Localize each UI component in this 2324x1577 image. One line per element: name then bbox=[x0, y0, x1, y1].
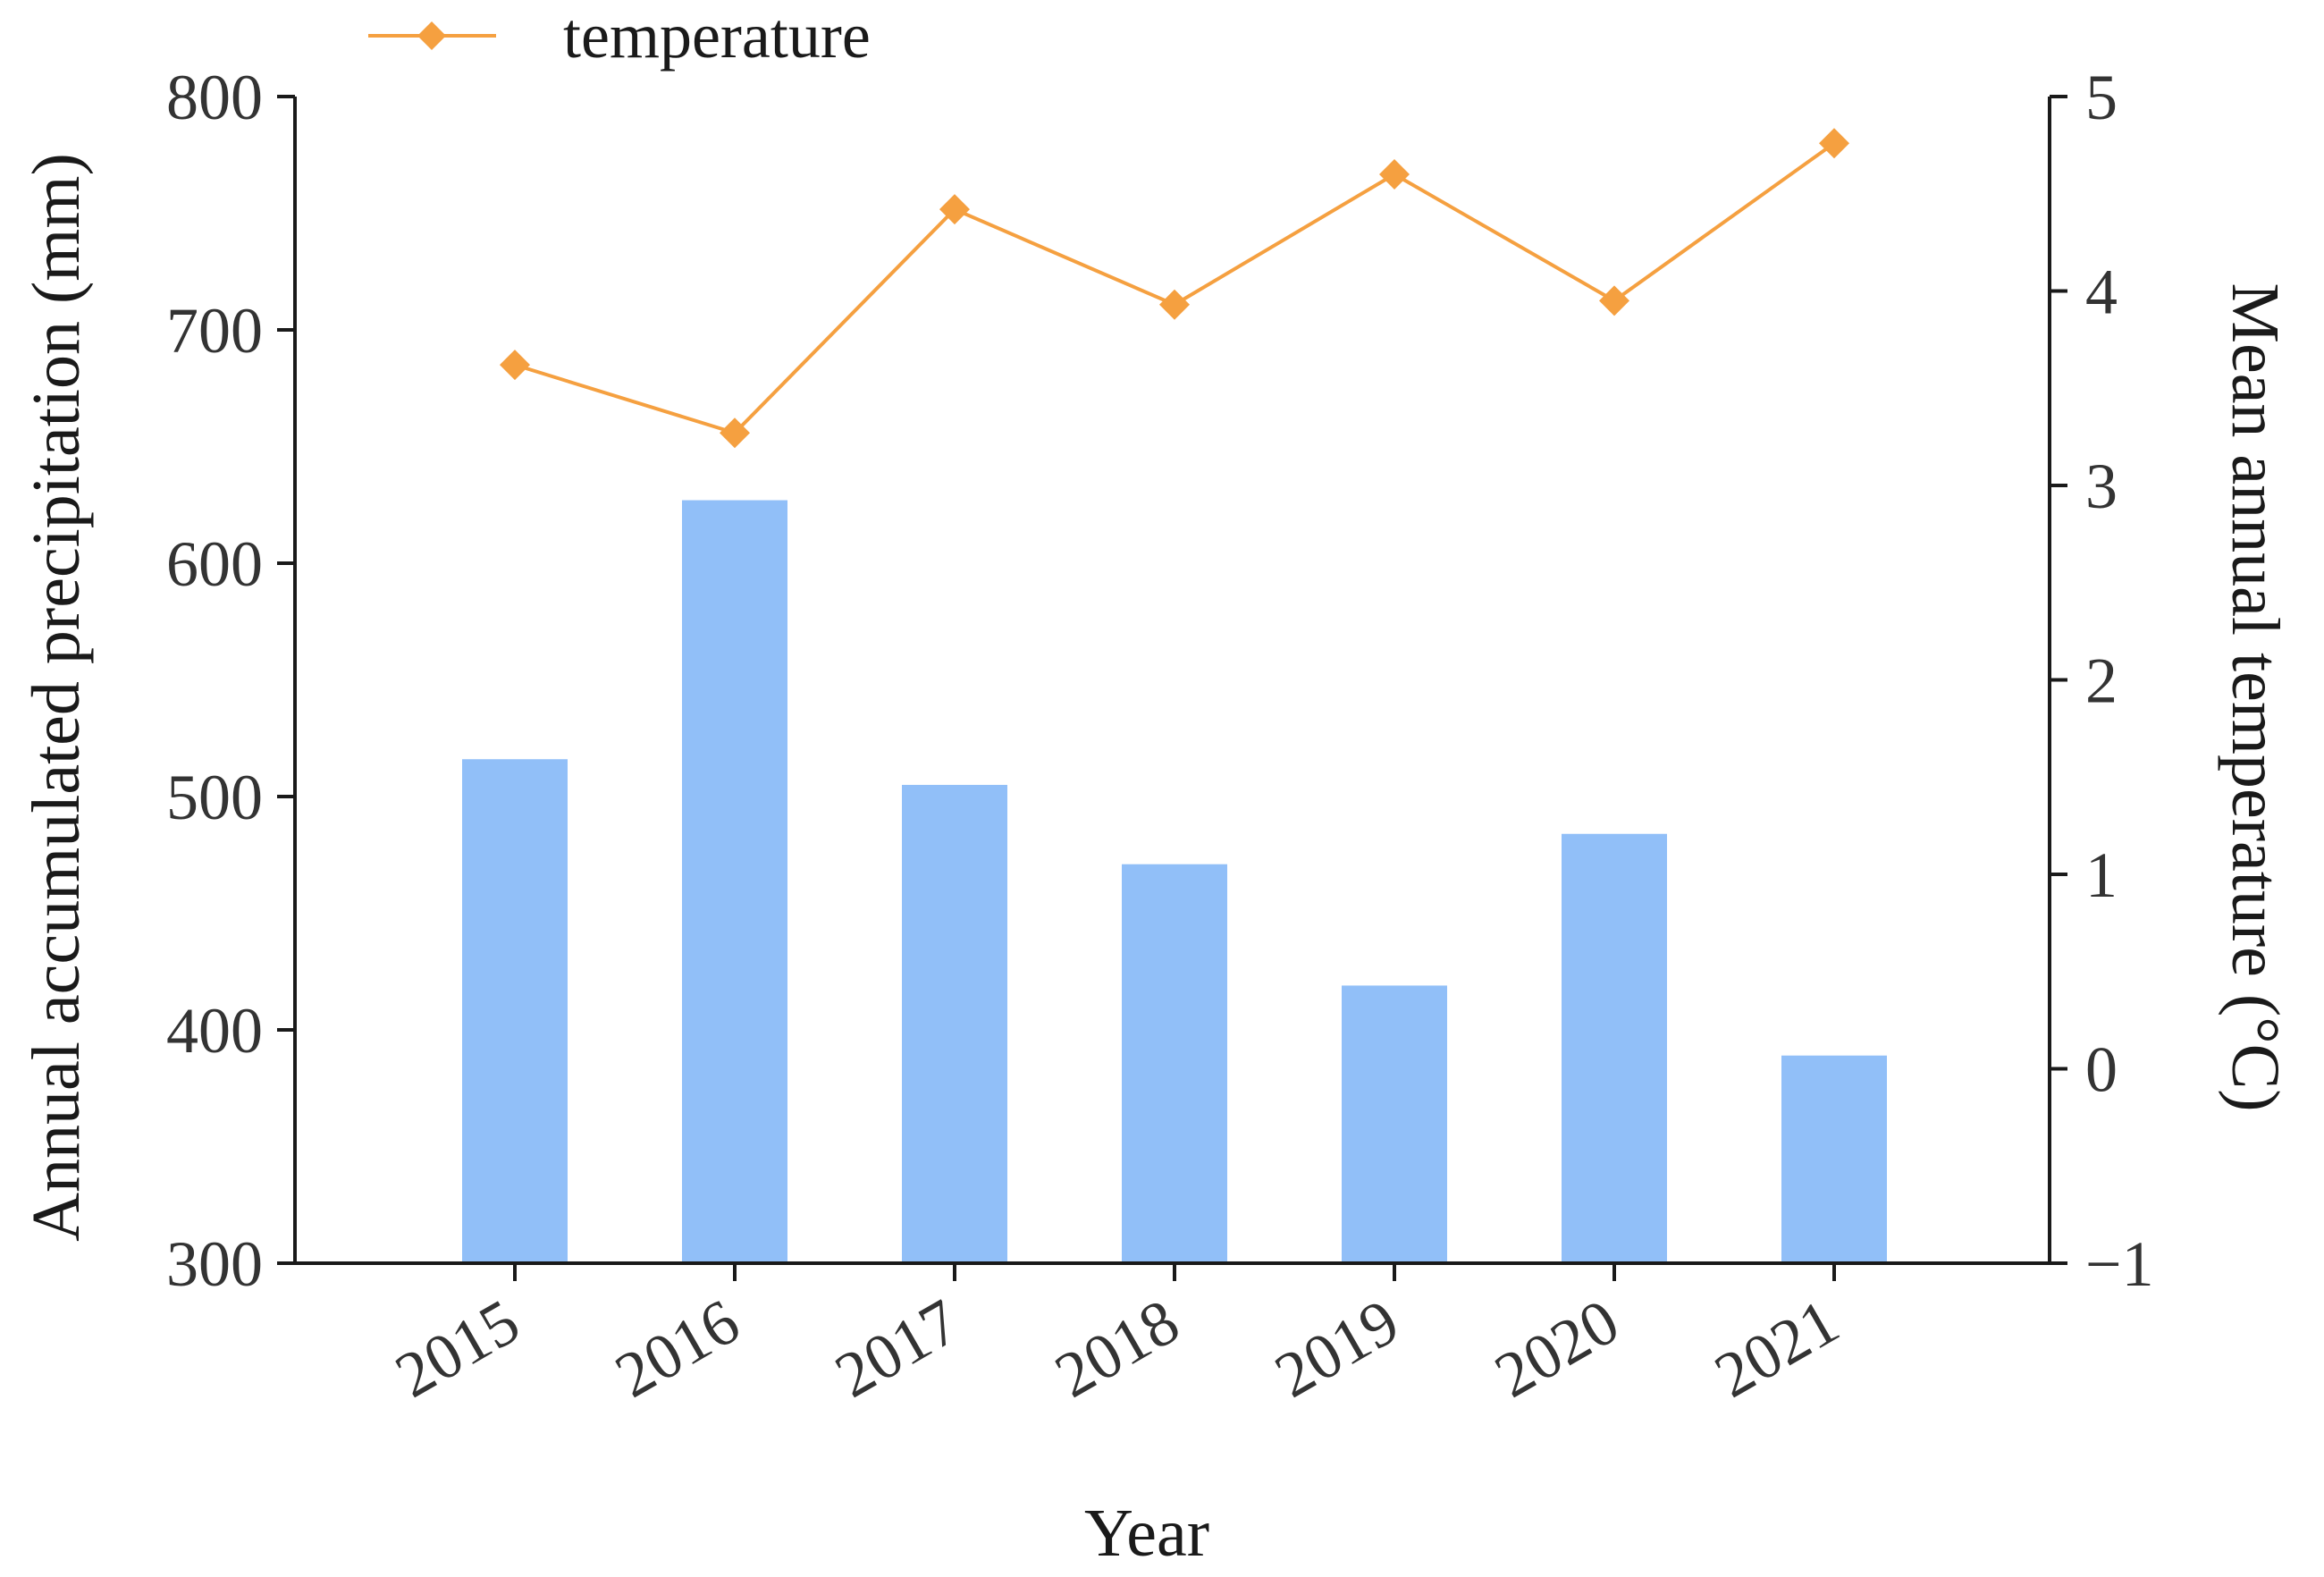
y-right-ticks: −1 0 1 2 3 4 5 bbox=[2050, 62, 2154, 1300]
x-tick-label-2021: 2021 bbox=[1703, 1286, 1850, 1412]
temperature-point-2017 bbox=[939, 194, 970, 225]
x-axis-title: Year bbox=[1084, 1496, 1209, 1571]
legend-label: temperature bbox=[563, 0, 871, 72]
y-left-axis-title: Annual accumulated precipitation (mm) bbox=[19, 153, 94, 1242]
y-right-tick-label: 3 bbox=[2085, 451, 2118, 522]
y-left-tick-label: 700 bbox=[166, 295, 263, 367]
x-tick-label-2018: 2018 bbox=[1043, 1286, 1191, 1412]
bar-2021 bbox=[1781, 1055, 1887, 1263]
x-tick-label-2019: 2019 bbox=[1263, 1286, 1410, 1412]
y-right-tick-label: −1 bbox=[2085, 1228, 2154, 1300]
bar-2020 bbox=[1562, 833, 1667, 1263]
x-tick-label-2015: 2015 bbox=[383, 1286, 531, 1412]
y-right-tick-label: 1 bbox=[2085, 839, 2118, 911]
x-tick-label-2017: 2017 bbox=[823, 1286, 971, 1412]
temperature-point-2015 bbox=[500, 350, 530, 381]
legend: temperature bbox=[368, 0, 871, 72]
temperature-point-2021 bbox=[1819, 128, 1849, 159]
bar-2016 bbox=[682, 500, 787, 1263]
temperature-point-2018 bbox=[1159, 289, 1190, 320]
bar-2015 bbox=[462, 759, 568, 1263]
bar-series bbox=[462, 500, 1887, 1263]
temperature-point-2019 bbox=[1379, 159, 1410, 190]
y-right-tick-label: 2 bbox=[2085, 645, 2118, 717]
y-right-axis-title: Mean annual temperature (°C) bbox=[2218, 283, 2293, 1111]
y-right-tick-label: 4 bbox=[2085, 257, 2118, 328]
y-right-tick-label: 0 bbox=[2085, 1034, 2118, 1106]
x-tick-label-2020: 2020 bbox=[1483, 1286, 1630, 1412]
x-ticks: 2015 2016 2017 2018 2019 2020 2021 bbox=[383, 1263, 1850, 1412]
y-left-tick-label: 600 bbox=[166, 528, 263, 600]
legend-diamond-marker bbox=[417, 21, 446, 50]
temperature-line bbox=[514, 141, 1836, 435]
y-left-tick-label: 300 bbox=[166, 1228, 263, 1300]
bar-2018 bbox=[1122, 864, 1227, 1263]
temperature-point-2020 bbox=[1599, 285, 1629, 316]
bar-2017 bbox=[902, 784, 1007, 1263]
x-tick-label-2016: 2016 bbox=[603, 1286, 751, 1412]
temperature-point-2016 bbox=[720, 417, 750, 449]
bar-2019 bbox=[1342, 985, 1447, 1263]
y-right-tick-label: 5 bbox=[2085, 62, 2118, 133]
temperature-line-series bbox=[500, 128, 1849, 449]
y-left-tick-label: 500 bbox=[166, 762, 263, 833]
y-left-tick-label: 800 bbox=[166, 62, 263, 133]
y-left-tick-label: 400 bbox=[166, 995, 263, 1067]
y-left-ticks: 300 400 500 600 700 800 bbox=[166, 62, 295, 1300]
